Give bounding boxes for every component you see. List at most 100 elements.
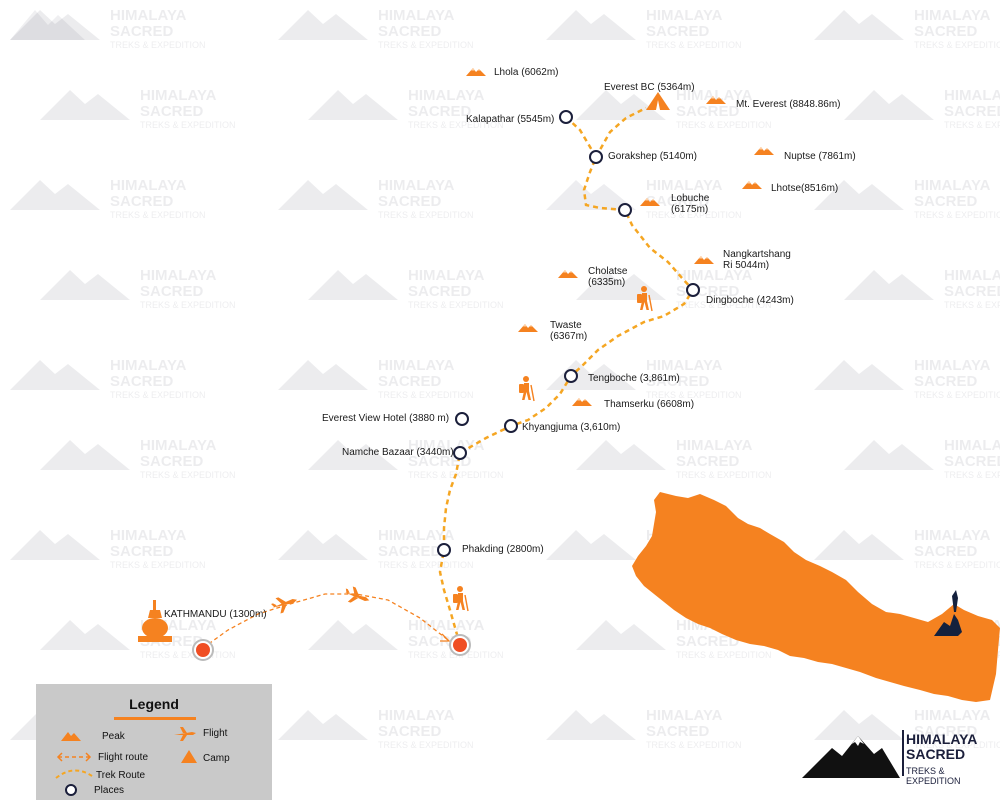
watermark-text: HIMALAYA <box>378 707 455 724</box>
watermark-text: HIMALAYA <box>676 87 753 104</box>
watermark-text: SACRED <box>914 23 978 40</box>
watermark-text: SACRED <box>110 543 174 560</box>
watermark-text: HIMALAYA <box>110 357 187 374</box>
trek-route-upper <box>594 106 647 158</box>
watermark-text: TREKS & EXPEDITION <box>140 300 236 310</box>
watermark-text: TREKS & EXPEDITION <box>378 40 474 50</box>
watermark-text: HIMALAYA <box>646 177 723 194</box>
watermark-text: SACRED <box>378 543 442 560</box>
watermark-text: HIMALAYA <box>408 267 485 284</box>
brand-tagline: TREKS & EXPEDITION <box>906 766 961 786</box>
place-kalapathar <box>559 110 573 124</box>
watermark-text: SACRED <box>646 373 710 390</box>
peak-label-lhotse: Lhotse(8516m) <box>771 183 839 194</box>
place-label-phakding: Phakding (2800m) <box>462 544 544 555</box>
place-khyangjuma <box>504 419 518 433</box>
watermark-text: HIMALAYA <box>646 357 723 374</box>
watermark-text: TREKS & EXPEDITION <box>944 470 1000 480</box>
watermark-text: SACRED <box>378 723 442 740</box>
watermark-text: HIMALAYA <box>110 7 187 24</box>
place-tengboche <box>564 369 578 383</box>
watermark-text: TREKS & EXPEDITION <box>110 390 206 400</box>
watermark-text: HIMALAYA <box>944 87 1000 104</box>
watermark-text: TREKS & EXPEDITION <box>140 120 236 130</box>
watermark-text: SACRED <box>914 543 978 560</box>
place-label-namche-bazaar: Namche Bazaar (3440m) <box>342 447 454 458</box>
watermark-text: TREKS & EXPEDITION <box>676 300 772 310</box>
legend-underline <box>114 717 196 720</box>
watermark-text: TREKS & EXPEDITION <box>140 650 236 660</box>
watermark-text: SACRED <box>914 193 978 210</box>
watermark-text: SACRED <box>944 453 1000 470</box>
place-label-tengboche: Tengboche (3,861m) <box>588 373 680 384</box>
watermark-text: TREKS & EXPEDITION <box>110 210 206 220</box>
flight-icon <box>174 727 196 741</box>
watermark-text: SACRED <box>378 23 442 40</box>
peak-label-nangkartshang: Nangkartshang Ri 5044m) <box>723 249 791 271</box>
watermark-text: HIMALAYA <box>646 707 723 724</box>
peak-label-thamserku: Thamserku (6608m) <box>604 399 695 410</box>
watermark-text: TREKS & EXPEDITION <box>378 740 474 750</box>
peak-icon <box>558 270 578 278</box>
place-label-lobuche: Lobuche (6175m) <box>671 193 710 215</box>
place-label-khyangjuma: Khyangjuma (3,610m) <box>522 422 621 433</box>
watermark-text: SACRED <box>676 103 740 120</box>
watermark-text: HIMALAYA <box>140 267 217 284</box>
flight-route-icon <box>56 752 92 762</box>
brand-name: HIMALAYA SACRED <box>906 731 978 762</box>
watermark-text: HIMALAYA <box>646 7 723 24</box>
brand-divider <box>902 730 904 776</box>
watermark-text: SACRED <box>646 23 710 40</box>
watermark-text: SACRED <box>140 283 204 300</box>
place-gorakshep <box>589 150 603 164</box>
flight-route <box>202 593 449 649</box>
watermark-text: TREKS & EXPEDITION <box>140 470 236 480</box>
watermark-text: HIMALAYA <box>408 617 485 634</box>
legend-flight-route-label: Flight route <box>98 752 149 763</box>
watermark-text: SACRED <box>408 283 472 300</box>
watermark-text: TREKS & EXPEDITION <box>646 40 742 50</box>
place-label-everest-view-hotel: Everest View Hotel (3880 m) <box>322 413 450 424</box>
watermark-text: TREKS & EXPEDITION <box>110 560 206 570</box>
place-label-dingboche: Dingboche (4243m) <box>706 295 794 306</box>
legend-camp-label: Camp <box>203 753 230 764</box>
flight-icon <box>269 592 300 616</box>
hiker-icon <box>518 375 535 402</box>
watermark-text: TREKS & EXPEDITION <box>676 120 772 130</box>
place-phakding <box>437 543 451 557</box>
place-icon <box>65 784 77 796</box>
watermark-text: TREKS & EXPEDITION <box>914 740 1000 750</box>
brand-logo: HIMALAYA SACRED TREKS & EXPEDITION <box>802 728 998 786</box>
mountain-logo-icon <box>802 736 900 778</box>
watermark-text: TREKS & EXPEDITION <box>646 210 742 220</box>
trek-route <box>438 116 695 646</box>
watermark-text: TREKS & EXPEDITION <box>378 390 474 400</box>
watermark-text: HIMALAYA <box>676 267 753 284</box>
peak-label-mt-everest: Mt. Everest (8848.86m) <box>736 99 841 110</box>
place-label-gorakshep: Gorakshep (5140m) <box>608 151 697 162</box>
watermark-text: HIMALAYA <box>110 527 187 544</box>
watermark-text: TREKS & EXPEDITION <box>944 120 1000 130</box>
watermark-text: HIMALAYA <box>944 267 1000 284</box>
peak-icon <box>694 256 714 264</box>
watermark-text: TREKS & EXPEDITION <box>944 300 1000 310</box>
watermark-text: TREKS & EXPEDITION <box>676 650 772 660</box>
watermark-text: SACRED <box>378 193 442 210</box>
legend-title: Legend <box>129 696 179 712</box>
watermark-text: HIMALAYA <box>914 707 991 724</box>
map-legend: Legend Peak Flight Flight route Camp Tre… <box>36 684 272 800</box>
watermark-text: TREKS & EXPEDITION <box>378 210 474 220</box>
peak-label-nuptse: Nuptse (7861m) <box>784 151 856 162</box>
peak-label-lhola: Lhola (6062m) <box>494 67 559 78</box>
peak-label-cholatse: Cholatse (6335m) <box>588 266 628 288</box>
watermark-text: TREKS & EXPEDITION <box>914 390 1000 400</box>
place-label-kathmandu: KATHMANDU (1300m) <box>164 609 267 620</box>
watermark-text: HIMALAYA <box>944 437 1000 454</box>
watermark-text: HIMALAYA <box>408 87 485 104</box>
watermark-text: SACRED <box>140 103 204 120</box>
watermark-text: SACRED <box>110 373 174 390</box>
watermark-text: TREKS & EXPEDITION <box>646 390 742 400</box>
watermark-text: HIMALAYA <box>914 7 991 24</box>
watermark-text: TREKS & EXPEDITION <box>110 40 206 50</box>
legend-trek-route-label: Trek Route <box>96 770 146 781</box>
